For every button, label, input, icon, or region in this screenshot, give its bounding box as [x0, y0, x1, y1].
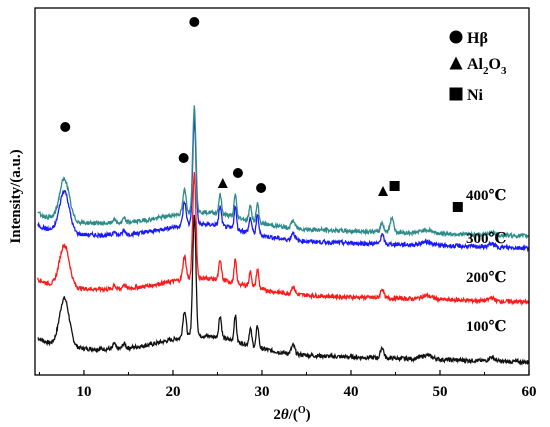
peak-marker-triangle: [217, 178, 228, 188]
series-label: 400℃: [466, 188, 507, 204]
series-traces: [37, 105, 530, 366]
x-tick-label: 30: [254, 384, 269, 400]
x-tick-label: 50: [432, 384, 447, 400]
legend-triangle-icon: [449, 56, 463, 70]
peak-marker-circle: [189, 17, 200, 27]
y-axis-label: Intensity/(a.u.): [8, 149, 24, 243]
series-label: 100℃: [466, 319, 507, 335]
x-tick-label: 40: [343, 384, 358, 400]
peak-marker-triangle: [378, 186, 389, 196]
series-label: 300℃: [466, 231, 507, 247]
legend-circle-icon: [449, 30, 463, 44]
legend-label: Al2O3: [467, 56, 507, 77]
series-line: [37, 105, 530, 240]
series-line: [37, 214, 530, 366]
peak-marker-circle: [232, 168, 243, 178]
legend-square-icon: [449, 87, 463, 101]
x-tick-label: 10: [76, 384, 91, 400]
peak-marker-square: [389, 181, 400, 191]
x-tick-label: 20: [165, 384, 180, 400]
plot-frame: [34, 7, 530, 376]
series-labels: 400℃ 300℃ 200℃ 100℃: [466, 188, 507, 335]
peak-marker-circle: [178, 153, 189, 163]
x-axis: 10 20 30 40 50 60: [38, 370, 537, 400]
peak-marker-circle: [256, 183, 267, 193]
peak-marker-square: [452, 202, 463, 212]
x-axis-label: 2θ/(O): [273, 405, 310, 423]
legend-label: Ni: [467, 87, 484, 104]
peak-marker-circle: [60, 122, 71, 132]
peak-markers: [60, 17, 463, 212]
legend-label: Hβ: [467, 30, 488, 47]
series-label: 200℃: [466, 270, 507, 286]
legend: Hβ Al2O3 Ni: [449, 30, 507, 104]
series-line: [37, 117, 530, 253]
series-line: [37, 172, 530, 307]
x-tick-label: 60: [522, 384, 537, 400]
